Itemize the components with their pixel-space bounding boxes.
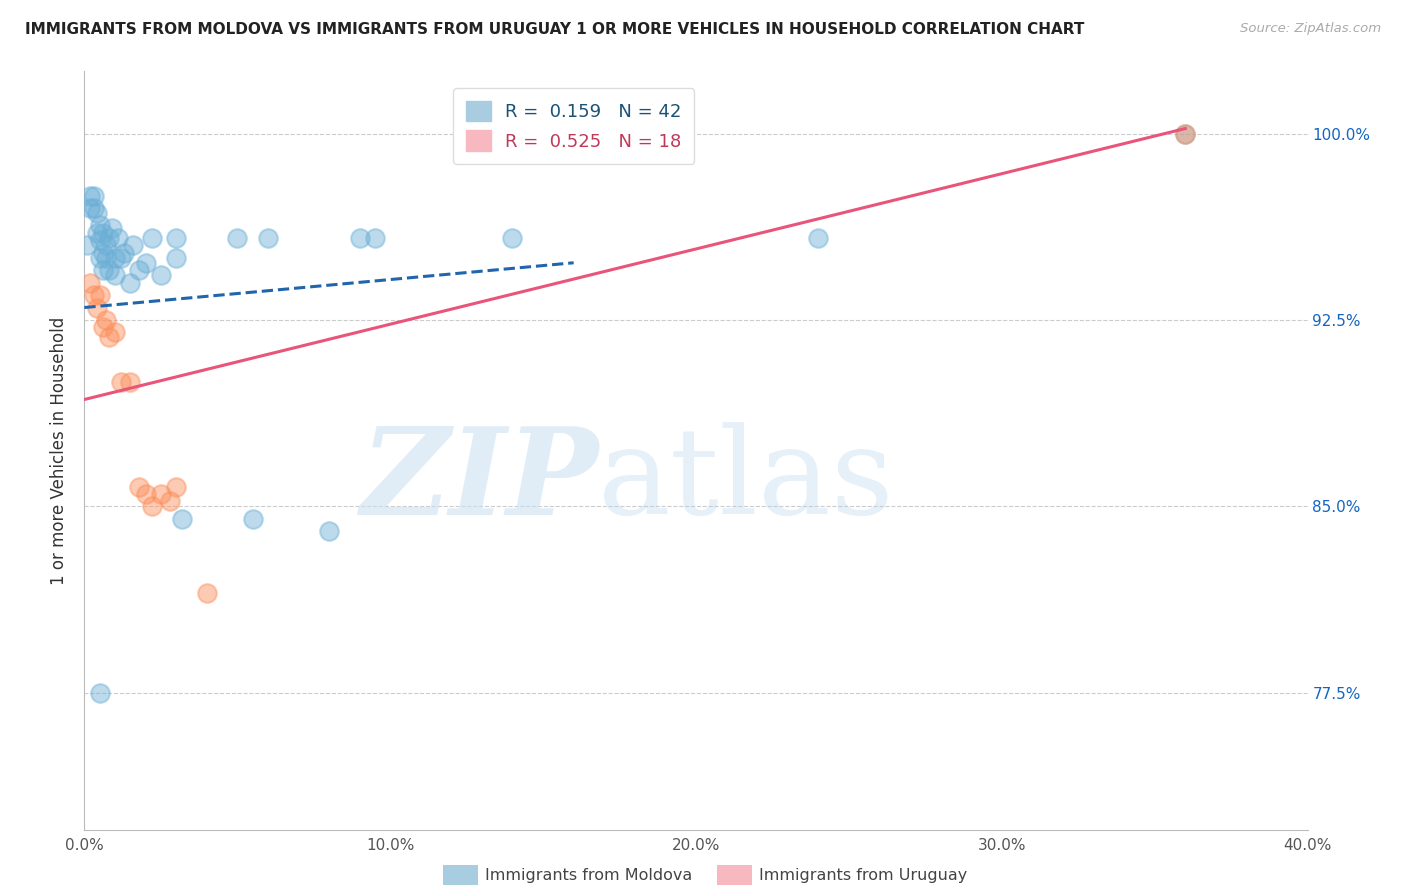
Point (165, 479, 187, 493)
Point (318, 524, 340, 539)
Point (149, 268, 172, 283)
Point (149, 487, 172, 501)
Point (79, 276, 101, 290)
Point (120, 276, 142, 290)
Point (242, 512, 264, 526)
Point (97, 330, 120, 344)
Point (1174, 127, 1197, 141)
Point (89, 219, 111, 233)
Point (107, 231, 129, 245)
Point (1174, 127, 1197, 141)
Point (91, 320, 114, 334)
Point (195, 586, 218, 600)
Point (104, 251, 127, 265)
Point (76, 238, 98, 252)
Point (79, 201, 101, 215)
Point (94, 313, 117, 327)
Text: Source: ZipAtlas.com: Source: ZipAtlas.com (1240, 22, 1381, 36)
Point (83, 288, 105, 302)
Point (159, 494, 181, 508)
Point (165, 251, 187, 265)
Legend: R =  0.159   N = 42, R =  0.525   N = 18: R = 0.159 N = 42, R = 0.525 N = 18 (453, 88, 695, 164)
Text: IMMIGRANTS FROM MOLDOVA VS IMMIGRANTS FROM URUGUAY 1 OR MORE VEHICLES IN HOUSEHO: IMMIGRANTS FROM MOLDOVA VS IMMIGRANTS FR… (25, 22, 1084, 37)
Point (135, 487, 157, 501)
Point (110, 251, 132, 265)
Point (86, 301, 108, 315)
Point (97, 263, 120, 277)
Point (94, 251, 117, 265)
Point (226, 231, 249, 245)
Point (104, 326, 127, 340)
Y-axis label: 1 or more Vehicles in Household: 1 or more Vehicles in Household (51, 317, 69, 584)
Point (135, 256, 157, 270)
Point (89, 234, 111, 248)
Point (86, 206, 108, 220)
Point (349, 231, 371, 245)
Point (86, 226, 108, 240)
Point (172, 512, 194, 526)
Point (112, 245, 135, 260)
Point (141, 231, 163, 245)
Point (79, 188, 101, 202)
Point (120, 375, 142, 389)
Text: Immigrants from Moldova: Immigrants from Moldova (485, 868, 692, 882)
Point (128, 479, 150, 493)
Point (128, 263, 150, 277)
Point (165, 231, 187, 245)
Point (502, 231, 524, 245)
Point (89, 288, 111, 302)
Point (97, 231, 120, 245)
Point (91, 263, 114, 277)
Text: atlas: atlas (598, 422, 894, 540)
Point (83, 188, 105, 202)
Point (89, 686, 111, 700)
Point (101, 221, 124, 235)
Text: ZIP: ZIP (360, 422, 598, 540)
Point (364, 231, 387, 245)
Point (257, 231, 280, 245)
Point (122, 238, 145, 252)
Point (91, 245, 114, 260)
Point (104, 268, 127, 283)
Point (91, 226, 114, 240)
Point (110, 375, 132, 389)
Point (141, 500, 163, 514)
Point (89, 251, 111, 265)
Text: Immigrants from Uruguay: Immigrants from Uruguay (759, 868, 967, 882)
Point (94, 238, 117, 252)
Point (83, 201, 105, 215)
Point (807, 231, 830, 245)
